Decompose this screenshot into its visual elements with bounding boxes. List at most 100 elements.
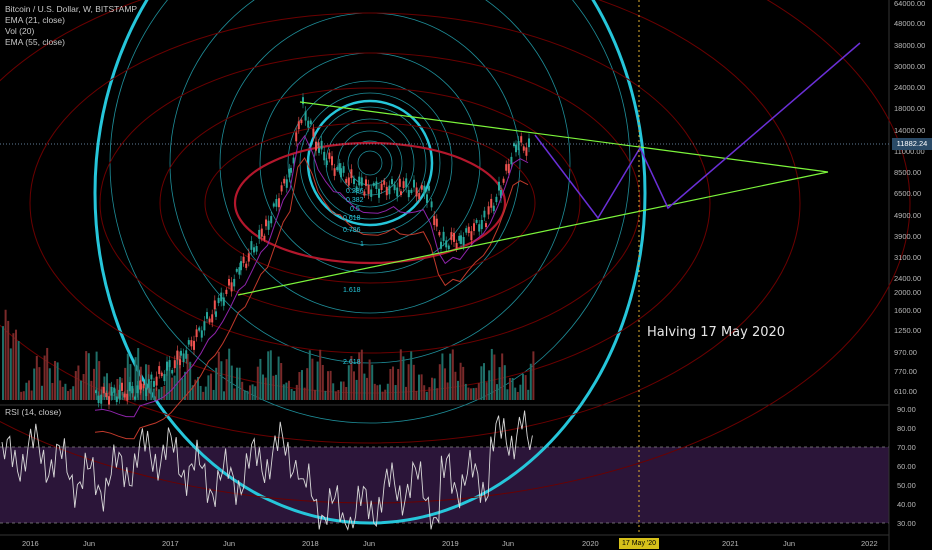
halving-annotation[interactable]: Halving 17 May 2020 <box>647 325 785 340</box>
candle-body <box>233 278 236 287</box>
volume-bar <box>202 391 205 400</box>
candle-body <box>470 231 473 241</box>
symbol-legend[interactable]: Bitcoin / U.S. Dollar, W, BITSTAMP EMA (… <box>5 4 137 48</box>
volume-bar <box>12 333 15 400</box>
volume-bar <box>384 389 387 400</box>
candle-body <box>105 392 108 398</box>
price-tick: 1250.00 <box>894 326 921 335</box>
candle-body <box>391 179 393 185</box>
ema55-legend[interactable]: EMA (55, close) <box>5 37 65 47</box>
volume-bar <box>311 358 314 400</box>
volume-bar <box>527 389 530 400</box>
candle-body <box>460 235 462 244</box>
volume-bar <box>425 391 428 400</box>
volume-bar <box>217 351 220 400</box>
candle-body <box>405 178 408 188</box>
fib-label-2618: 2.618 <box>343 359 361 366</box>
volume-bar <box>358 352 361 400</box>
projection-path[interactable] <box>534 42 861 220</box>
volume-bar <box>137 348 140 400</box>
candle-body <box>325 160 328 165</box>
volume-bar <box>433 378 436 400</box>
candle-body <box>173 360 176 369</box>
volume-bar <box>449 353 452 400</box>
candle-body <box>423 185 426 195</box>
volume-legend[interactable]: Vol (20) <box>5 26 35 36</box>
triangle-lower-line[interactable] <box>237 171 829 296</box>
candle-body <box>312 128 315 137</box>
rsi-legend[interactable]: RSI (14, close) <box>5 407 62 417</box>
volume-bar <box>7 320 10 400</box>
volume-bar <box>129 364 132 400</box>
volume-bar <box>225 359 228 400</box>
current-price-tag: 11882.24 <box>892 138 932 150</box>
candle-body <box>275 199 278 207</box>
candle-body <box>220 292 223 302</box>
candle-body <box>163 374 166 382</box>
volume-bar <box>314 389 316 400</box>
candle-body <box>253 247 255 253</box>
time-axis[interactable]: 2016 Jun 2017 Jun 2018 Jun 2019 Jun 2020… <box>22 539 878 548</box>
price-tick: 38000.00 <box>894 41 925 50</box>
volume-bar <box>438 364 441 400</box>
candle-body <box>123 393 126 398</box>
cyan-circle <box>347 140 393 186</box>
candle-body <box>385 186 388 196</box>
rsi-axis[interactable]: 90.00 80.00 70.00 60.00 50.00 40.00 30.0… <box>897 405 916 528</box>
volume-bar <box>363 373 366 400</box>
volume-bar <box>121 391 124 400</box>
price-tick: 6500.00 <box>894 189 921 198</box>
candle-body <box>475 219 478 223</box>
price-tick: 610.00 <box>894 387 917 396</box>
candle-body <box>347 177 350 186</box>
volume-bar <box>293 391 296 400</box>
volume-bar <box>72 386 75 400</box>
volume-bar <box>181 378 184 400</box>
time-tick: Jun <box>83 539 95 548</box>
candle-body <box>147 379 150 388</box>
volume-bar <box>233 388 236 400</box>
volume-bar <box>194 379 197 400</box>
triangle-upper-line[interactable] <box>299 101 829 173</box>
candles <box>95 93 530 410</box>
volume-bar <box>288 380 290 400</box>
volume-bar <box>301 370 303 400</box>
volume-bar <box>69 389 72 400</box>
candle-body <box>396 187 399 197</box>
candle-body <box>435 218 438 227</box>
candle-body <box>153 381 155 387</box>
volume-bar <box>418 374 420 400</box>
price-tick: 8500.00 <box>894 168 921 177</box>
fib-label-1: 1 <box>360 241 364 248</box>
volume-bar <box>43 355 46 400</box>
volume-bar <box>324 390 327 400</box>
candle-body <box>500 189 502 199</box>
volume-bar <box>30 390 33 400</box>
volume-bar <box>90 380 93 400</box>
volume-bar <box>54 360 56 400</box>
volume-bar <box>340 381 342 400</box>
candle-body <box>265 219 267 227</box>
volume-bar <box>392 366 394 400</box>
volume-bar <box>386 383 389 400</box>
candle-body <box>505 164 508 171</box>
volume-bar <box>165 368 168 400</box>
volume-bar <box>269 350 272 400</box>
price-axis[interactable]: 64000.00 48000.00 38000.00 30000.00 2400… <box>894 0 925 396</box>
symbol-title[interactable]: Bitcoin / U.S. Dollar, W, BITSTAMP <box>5 4 138 14</box>
ema21-legend[interactable]: EMA (21, close) <box>5 15 65 25</box>
candle-body <box>267 220 270 230</box>
volume-bar <box>61 386 64 400</box>
volume-bar <box>108 383 111 400</box>
volume-bar <box>415 391 418 400</box>
candle-body <box>517 141 520 151</box>
candle-body <box>290 167 292 173</box>
candle-body <box>121 382 123 391</box>
volume-bar <box>503 365 506 400</box>
candle-body <box>473 223 475 231</box>
candle-body <box>126 393 129 401</box>
candle-body <box>398 178 401 187</box>
volume-bar <box>33 368 36 400</box>
